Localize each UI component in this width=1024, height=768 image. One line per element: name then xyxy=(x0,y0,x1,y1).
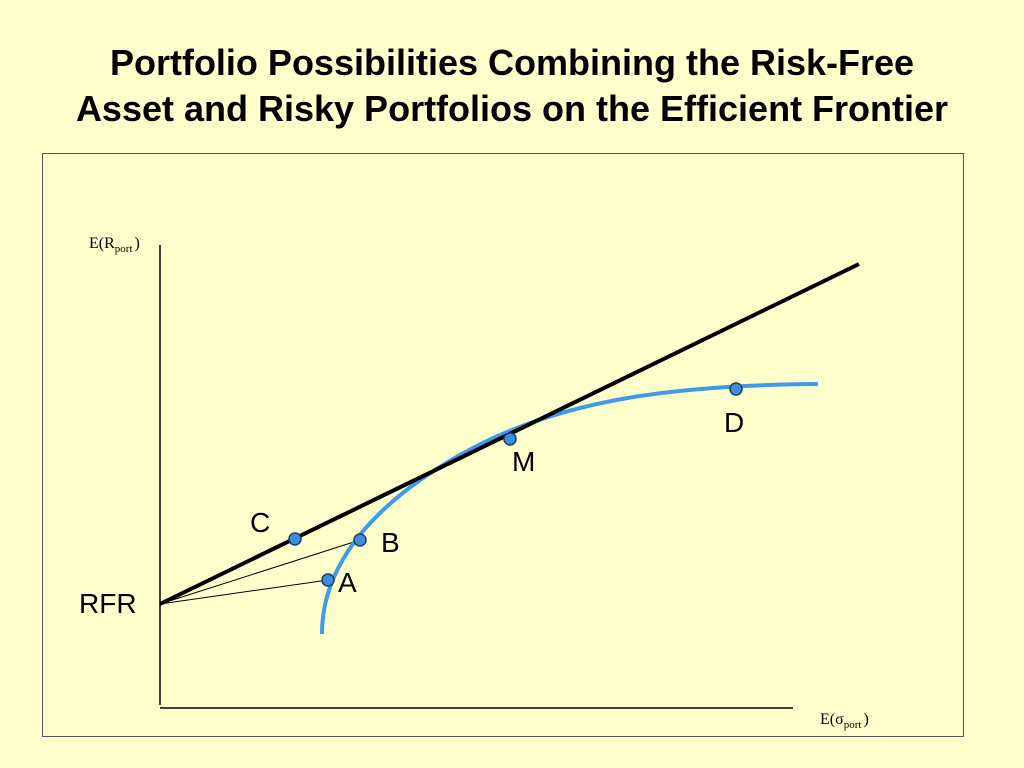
slide-title: Portfolio Possibilities Combining the Ri… xyxy=(0,40,1024,132)
rfr-to-b-line xyxy=(159,539,361,605)
label-m: M xyxy=(512,446,535,477)
efficient-frontier-curve xyxy=(320,382,819,635)
rfr-to-a-line xyxy=(159,579,329,605)
label-a: A xyxy=(338,567,357,598)
point-b xyxy=(353,533,367,547)
x-axis-label: E(σport) xyxy=(820,711,869,731)
title-line-2: Asset and Risky Portfolios on the Effici… xyxy=(75,88,949,129)
title-line-1: Portfolio Possibilities Combining the Ri… xyxy=(109,42,915,83)
label-d: D xyxy=(724,407,744,438)
point-a xyxy=(321,573,335,587)
label-rfr: RFR xyxy=(79,588,137,619)
label-c: C xyxy=(250,507,270,538)
y-axis-label: E(Rport) xyxy=(89,235,140,255)
label-b: B xyxy=(381,527,400,558)
point-c xyxy=(288,532,302,546)
point-d xyxy=(729,382,743,396)
diagram-frame xyxy=(42,153,964,737)
point-m xyxy=(503,432,517,446)
